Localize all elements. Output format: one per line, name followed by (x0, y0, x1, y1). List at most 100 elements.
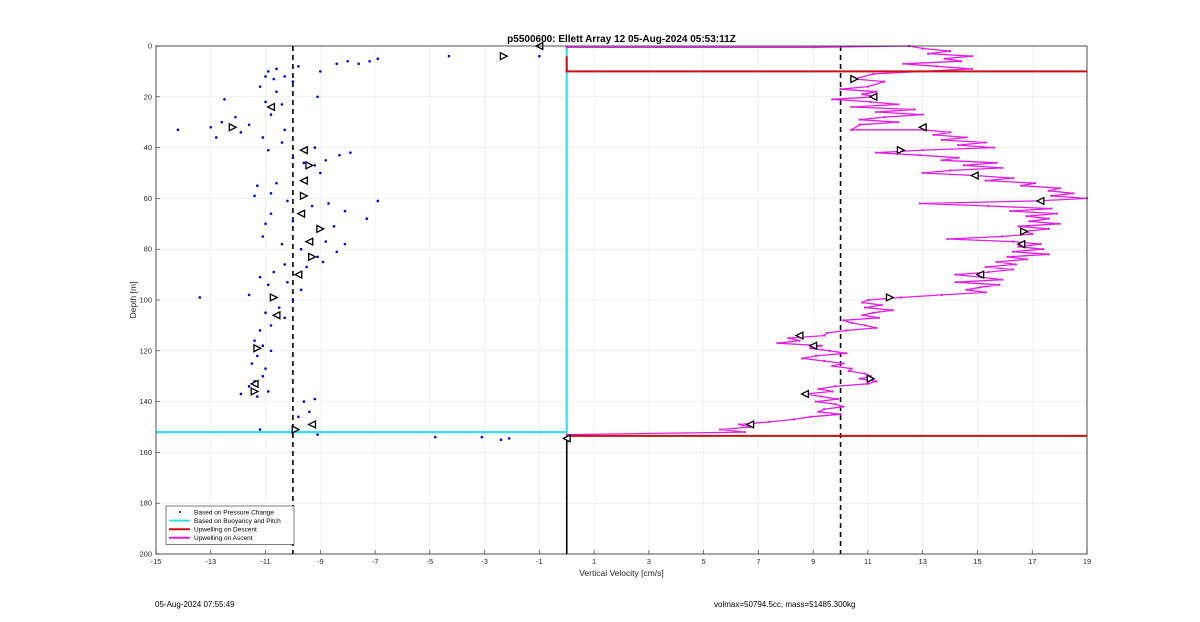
pressure-change-point (299, 247, 303, 251)
ascent-point (861, 301, 864, 304)
ascent-point (984, 179, 987, 182)
pressure-change-point (447, 54, 451, 58)
triangle-marker (266, 102, 276, 112)
ascent-point (891, 308, 894, 312)
ascent-point (987, 270, 990, 274)
ascent-point (1000, 278, 1004, 281)
pressure-change-point (266, 390, 270, 393)
ascent-point (1033, 181, 1037, 185)
x-tick-label: -13 (205, 557, 216, 566)
pressure-change-point (338, 153, 341, 157)
x-axis-ticks: -15 -13 -11 -9 -7 -5 -3 -1 1 3 5 7 9 11 13 15 17 19 (151, 550, 1091, 566)
ascent-point (1020, 184, 1023, 187)
pressure-change-point (250, 362, 254, 365)
pressure-change-point (266, 148, 270, 152)
pressure-change-point (283, 316, 286, 320)
x-tick-label: -9 (317, 557, 324, 566)
ascent-point (946, 237, 949, 241)
pressure-change-point (313, 146, 317, 149)
ascent-point (957, 156, 960, 159)
pressure-change-point (302, 161, 306, 165)
pressure-change-point (209, 125, 213, 129)
ascent-point (1000, 166, 1004, 170)
ascent-point (792, 418, 796, 421)
x-tick-label: 9 (811, 557, 815, 566)
ascent-point (874, 110, 878, 114)
ascent-point (861, 93, 864, 96)
ascent-point (1055, 212, 1059, 215)
pressure-change-point (324, 240, 328, 243)
x-tick-label: -7 (372, 557, 379, 566)
ascent-point (850, 321, 853, 325)
y-tick-label: 60 (144, 194, 152, 203)
ascent-point (880, 303, 883, 307)
x-tick-label: 7 (756, 557, 760, 566)
ascent-point (833, 402, 837, 406)
triangle-marker (271, 310, 281, 320)
ascent-point (874, 380, 878, 383)
pressure-change-point (332, 225, 336, 228)
pressure-change-point (266, 70, 270, 73)
pressure-change-point (283, 263, 286, 266)
ascent-point (842, 362, 845, 365)
triangle-marker (296, 209, 306, 219)
ascent-point (872, 311, 875, 314)
pressure-change-point (335, 62, 339, 66)
ascent-point (954, 281, 957, 284)
ascent-point (959, 60, 963, 63)
y-tick-label: 100 (139, 296, 152, 305)
ascent-point (866, 382, 870, 386)
x-tick-label: 13 (919, 557, 927, 566)
ascent-point (992, 146, 996, 149)
ascent-point (1047, 253, 1050, 256)
pressure-change-point (269, 349, 273, 353)
pressure-change-point (283, 75, 286, 78)
pressure-change-point (198, 296, 202, 299)
pressure-change-point (277, 306, 281, 309)
ascent-point (858, 118, 861, 121)
pressure-change-point (507, 437, 511, 440)
ascent-point (1031, 232, 1034, 236)
pressure-change-point (220, 120, 224, 124)
ascent-point (850, 128, 853, 132)
pressure-change-point (349, 151, 352, 154)
pressure-change-point (256, 395, 259, 398)
ascent-point (874, 326, 878, 330)
pressure-change-point (291, 156, 295, 160)
y-tick-label: 160 (139, 448, 152, 457)
ascent-point (822, 359, 826, 363)
pressure-change-point (247, 293, 251, 297)
pressure-change-point (283, 128, 286, 132)
y-tick-label: 120 (139, 346, 152, 355)
ascent-point (847, 369, 850, 373)
series-layer (156, 44, 1089, 442)
ascent-point (877, 316, 881, 319)
pressure-change-point (321, 260, 325, 264)
ascent-point (828, 349, 831, 352)
ascent-point (921, 113, 924, 116)
triangle-marker (269, 293, 279, 302)
x-tick-label: 1 (592, 557, 596, 566)
pressure-change-point (280, 141, 284, 144)
pressure-change-point (434, 435, 437, 439)
ascent-point (998, 283, 1001, 286)
pressure-change-point (280, 242, 284, 246)
pressure-change-point (286, 199, 289, 203)
ascent-point (896, 103, 900, 106)
ascent-point (866, 85, 870, 88)
pressure-change-point (266, 283, 270, 287)
ascent-point (839, 413, 842, 416)
pressure-change-point (258, 329, 262, 332)
triangle-marker (299, 176, 308, 186)
pressure-change-point (275, 67, 278, 71)
triangle-marker (969, 171, 979, 180)
ascent-point (883, 115, 886, 119)
pressure-change-point (264, 367, 267, 370)
ascent-point (820, 395, 823, 398)
triangle-marker (305, 160, 315, 170)
ascent-point (926, 52, 930, 55)
ascent-point (831, 98, 834, 101)
triangle-marker (975, 270, 985, 280)
ascent-point (965, 288, 968, 292)
ascent-point (970, 54, 974, 58)
